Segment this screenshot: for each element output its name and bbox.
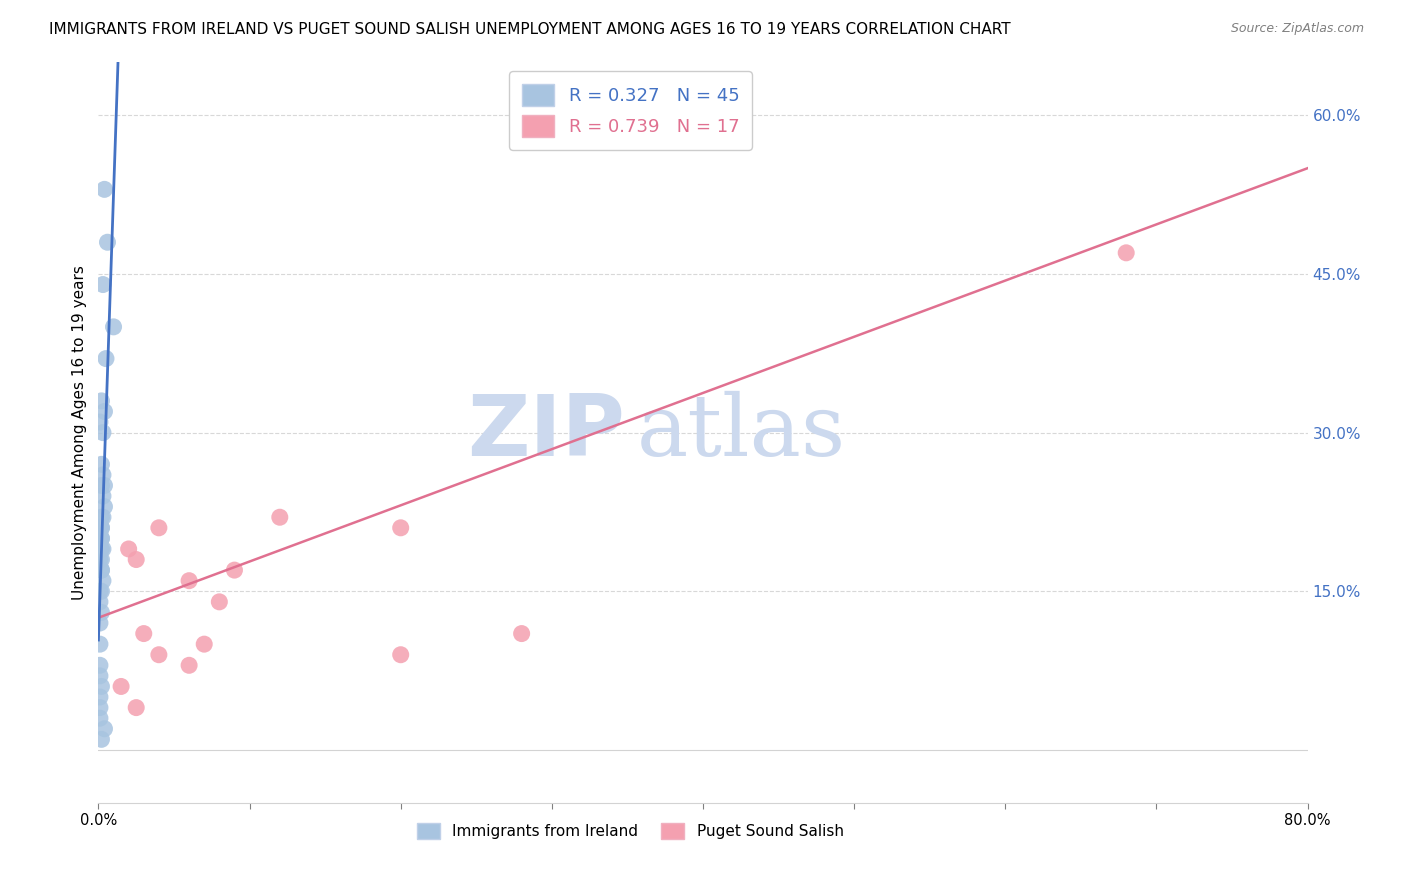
Point	[89, 690, 111, 704]
Point	[91, 574, 114, 588]
Point	[96, 235, 118, 250]
Text: IMMIGRANTS FROM IRELAND VS PUGET SOUND SALISH UNEMPLOYMENT AMONG AGES 16 TO 19 Y: IMMIGRANTS FROM IRELAND VS PUGET SOUND S…	[49, 22, 1011, 37]
Point	[148, 648, 170, 662]
Point	[148, 521, 170, 535]
Point	[89, 595, 111, 609]
Point	[103, 319, 125, 334]
Point	[269, 510, 291, 524]
Point	[90, 584, 112, 599]
Point	[91, 510, 114, 524]
Text: Source: ZipAtlas.com: Source: ZipAtlas.com	[1230, 22, 1364, 36]
Point	[89, 669, 111, 683]
Point	[132, 626, 155, 640]
Point	[208, 595, 231, 609]
Point	[90, 521, 112, 535]
Point	[90, 552, 112, 566]
Point	[90, 478, 112, 492]
Point	[91, 489, 114, 503]
Text: ZIP: ZIP	[467, 391, 624, 475]
Point	[224, 563, 246, 577]
Point	[389, 521, 412, 535]
Point	[193, 637, 215, 651]
Text: atlas: atlas	[637, 391, 845, 475]
Point	[89, 658, 111, 673]
Point	[90, 606, 112, 620]
Point	[90, 393, 112, 408]
Y-axis label: Unemployment Among Ages 16 to 19 years: Unemployment Among Ages 16 to 19 years	[72, 265, 87, 600]
Point	[89, 637, 111, 651]
Legend: Immigrants from Ireland, Puget Sound Salish: Immigrants from Ireland, Puget Sound Sal…	[409, 815, 851, 847]
Point	[110, 680, 132, 694]
Point	[90, 521, 112, 535]
Point	[91, 541, 114, 556]
Point	[90, 532, 112, 546]
Point	[94, 351, 117, 366]
Point	[90, 563, 112, 577]
Point	[91, 425, 114, 440]
Point	[118, 541, 141, 556]
Point	[91, 467, 114, 482]
Point	[90, 458, 112, 472]
Point	[90, 510, 112, 524]
Point	[90, 732, 112, 747]
Point	[510, 626, 533, 640]
Point	[89, 532, 111, 546]
Point	[125, 700, 148, 714]
Point	[90, 541, 112, 556]
Point	[89, 521, 111, 535]
Point	[93, 182, 115, 196]
Point	[89, 711, 111, 725]
Point	[125, 552, 148, 566]
Point	[90, 563, 112, 577]
Point	[179, 574, 201, 588]
Point	[89, 415, 111, 429]
Point	[93, 404, 115, 418]
Point	[389, 648, 412, 662]
Point	[89, 700, 111, 714]
Point	[89, 615, 111, 630]
Point	[89, 552, 111, 566]
Point	[89, 584, 111, 599]
Point	[1115, 245, 1137, 260]
Point	[179, 658, 201, 673]
Point	[91, 277, 114, 292]
Point	[90, 532, 112, 546]
Point	[93, 478, 115, 492]
Point	[93, 500, 115, 514]
Point	[93, 722, 115, 736]
Point	[89, 541, 111, 556]
Point	[90, 680, 112, 694]
